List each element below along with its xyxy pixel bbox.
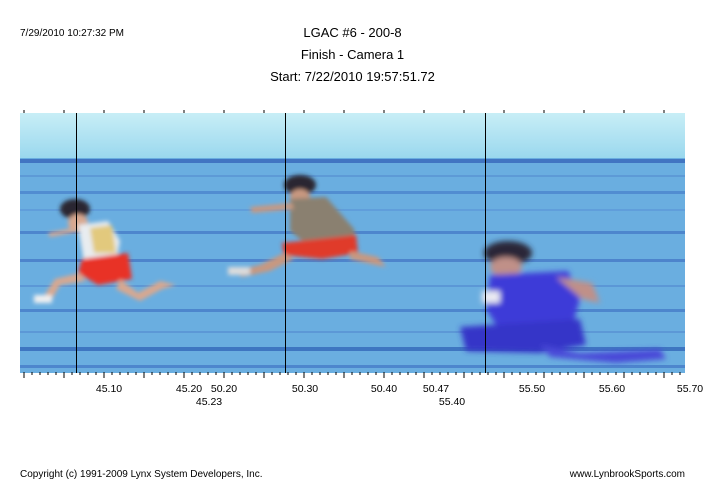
time-label: 50.47 bbox=[422, 383, 450, 395]
camera-label: Finish - Camera 1 bbox=[300, 47, 405, 62]
time-label: 55.40 bbox=[438, 396, 466, 408]
bottom-tick-marks bbox=[23, 372, 681, 378]
time-label: 45.23 bbox=[195, 396, 223, 408]
time-label: 55.70 bbox=[676, 383, 704, 395]
time-label: 55.60 bbox=[598, 383, 626, 395]
runner-red-left bbox=[34, 199, 176, 303]
time-label: 45.10 bbox=[95, 383, 123, 395]
timing-cursor-lines bbox=[76, 113, 486, 373]
time-label: 45.20 bbox=[175, 383, 203, 395]
time-label: 50.30 bbox=[291, 383, 319, 395]
start-time: Start: 7/22/2010 19:57:51.72 bbox=[270, 69, 435, 84]
race-title: LGAC #6 - 200-8 bbox=[303, 25, 402, 40]
sky-band bbox=[20, 113, 685, 158]
runner-red-middle bbox=[228, 175, 386, 277]
runner-blue-right bbox=[460, 241, 666, 363]
time-label: 55.50 bbox=[518, 383, 546, 395]
time-label: 50.20 bbox=[210, 383, 238, 395]
copyright-notice: Copyright (c) 1991-2009 Lynx System Deve… bbox=[20, 469, 263, 480]
finish-line-photo[interactable] bbox=[20, 113, 685, 373]
time-label: 50.40 bbox=[370, 383, 398, 395]
website-link[interactable]: www.LynbrookSports.com bbox=[569, 469, 685, 480]
print-date: 7/29/2010 10:27:32 PM bbox=[20, 28, 124, 39]
lane-lines bbox=[20, 159, 685, 368]
